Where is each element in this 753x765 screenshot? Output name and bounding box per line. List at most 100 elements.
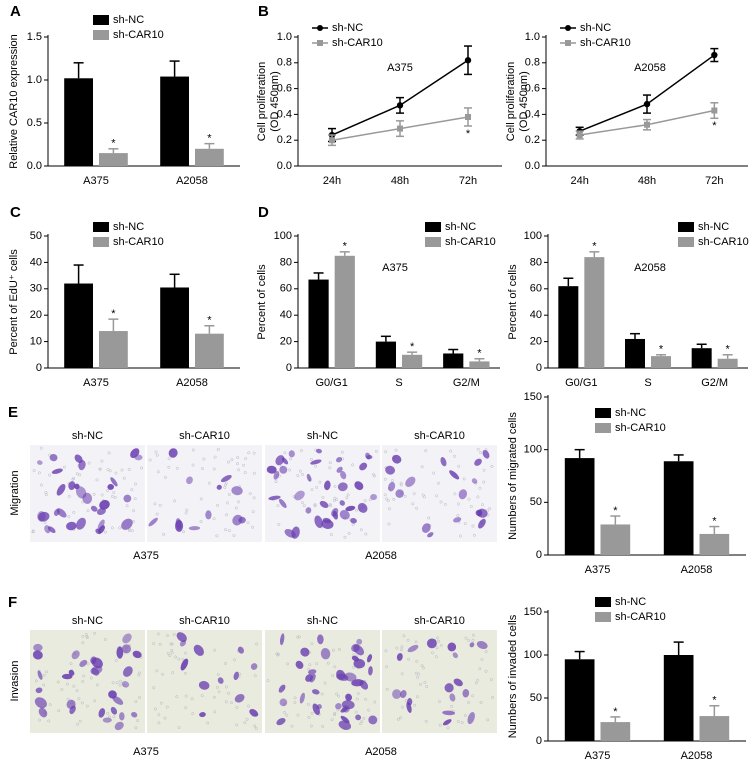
- bar: [564, 458, 595, 555]
- pore: [133, 497, 137, 501]
- pore: [184, 706, 188, 710]
- pore: [427, 516, 431, 520]
- stained-cell: [37, 670, 43, 680]
- pore: [157, 713, 161, 717]
- pore: [75, 689, 79, 693]
- pore: [453, 454, 456, 458]
- pore: [163, 475, 167, 479]
- y-axis-label: Numbers of invaded cells: [507, 614, 519, 738]
- stained-cell: [351, 655, 360, 662]
- pore: [415, 659, 419, 663]
- pore: [156, 470, 160, 474]
- bar: [717, 358, 738, 368]
- stained-cell: [188, 526, 201, 531]
- pore: [253, 724, 257, 728]
- y-tick-label: 20: [280, 336, 292, 348]
- stained-cell: [449, 470, 460, 480]
- x-tick-label: A2058: [176, 175, 208, 187]
- pore: [112, 715, 116, 719]
- pore: [296, 474, 300, 478]
- legend-label: sh-NC: [113, 14, 144, 26]
- stained-cell: [279, 465, 288, 474]
- stained-cell: [97, 519, 105, 531]
- pore: [476, 495, 480, 499]
- pore: [40, 483, 43, 487]
- y-tick-label: 0.5: [27, 117, 42, 129]
- legend-swatch: [93, 15, 109, 25]
- pore: [43, 521, 47, 524]
- pore: [420, 664, 424, 668]
- pore: [283, 711, 286, 714]
- pore: [167, 465, 171, 469]
- stained-cell: [482, 449, 490, 459]
- pore: [169, 642, 173, 646]
- pore: [245, 717, 249, 721]
- bar: [558, 286, 579, 368]
- pore: [471, 524, 475, 528]
- pore: [42, 673, 46, 677]
- condition-label: sh-CAR10: [414, 615, 465, 627]
- stained-cell: [250, 663, 258, 670]
- y-axis-label: (OD 450nm): [269, 71, 281, 132]
- stained-cell: [469, 642, 475, 648]
- y-tick-label: 0: [536, 735, 542, 747]
- pore: [92, 492, 96, 496]
- panel-label: E: [8, 404, 18, 421]
- stained-cell: [442, 710, 456, 716]
- stained-cell: [123, 494, 132, 503]
- pore: [138, 695, 141, 699]
- pore: [326, 661, 330, 665]
- pore: [153, 502, 157, 506]
- pore: [364, 697, 368, 701]
- pore: [456, 514, 460, 517]
- y-tick-label: 40: [280, 309, 292, 321]
- pore: [469, 505, 473, 508]
- pore: [467, 497, 471, 501]
- bar: [469, 361, 490, 368]
- pore: [177, 657, 181, 661]
- pore: [414, 640, 418, 644]
- pore: [87, 461, 91, 465]
- stained-cell: [79, 659, 88, 667]
- pore: [248, 492, 252, 496]
- pore: [232, 534, 236, 537]
- pore: [314, 464, 318, 468]
- stained-cell: [320, 647, 331, 660]
- stained-cell: [38, 511, 50, 522]
- pore: [111, 526, 114, 530]
- pore: [414, 671, 418, 675]
- pore: [439, 500, 443, 504]
- stained-cell: [474, 458, 482, 466]
- x-tick-label: G2/M: [453, 377, 480, 389]
- legend-swatch: [595, 408, 611, 418]
- pore: [352, 665, 356, 669]
- stained-cell: [216, 484, 222, 490]
- pore: [329, 533, 333, 536]
- pore: [212, 467, 216, 471]
- y-tick-label: 0.2: [525, 134, 540, 146]
- pore: [159, 701, 163, 705]
- stained-cell: [176, 632, 187, 642]
- cell-line-label: A2058: [365, 550, 397, 562]
- y-tick-label: 0.2: [277, 134, 292, 146]
- significance: *: [712, 120, 717, 132]
- stained-cell: [306, 473, 312, 482]
- pore: [217, 690, 221, 694]
- stained-cell: [400, 690, 407, 699]
- pore: [182, 530, 185, 534]
- pore: [107, 451, 111, 455]
- stained-cell: [233, 671, 239, 681]
- pore: [488, 507, 492, 511]
- stained-cell: [467, 712, 475, 725]
- stained-cell: [38, 707, 48, 718]
- stained-cell: [407, 697, 413, 706]
- stained-cell: [74, 454, 83, 464]
- pore: [321, 724, 325, 728]
- pore: [77, 697, 81, 701]
- pore: [335, 498, 339, 502]
- stained-cell: [148, 517, 158, 527]
- pore: [215, 685, 219, 689]
- pore: [224, 528, 227, 532]
- pore: [206, 721, 210, 725]
- pore: [177, 726, 181, 730]
